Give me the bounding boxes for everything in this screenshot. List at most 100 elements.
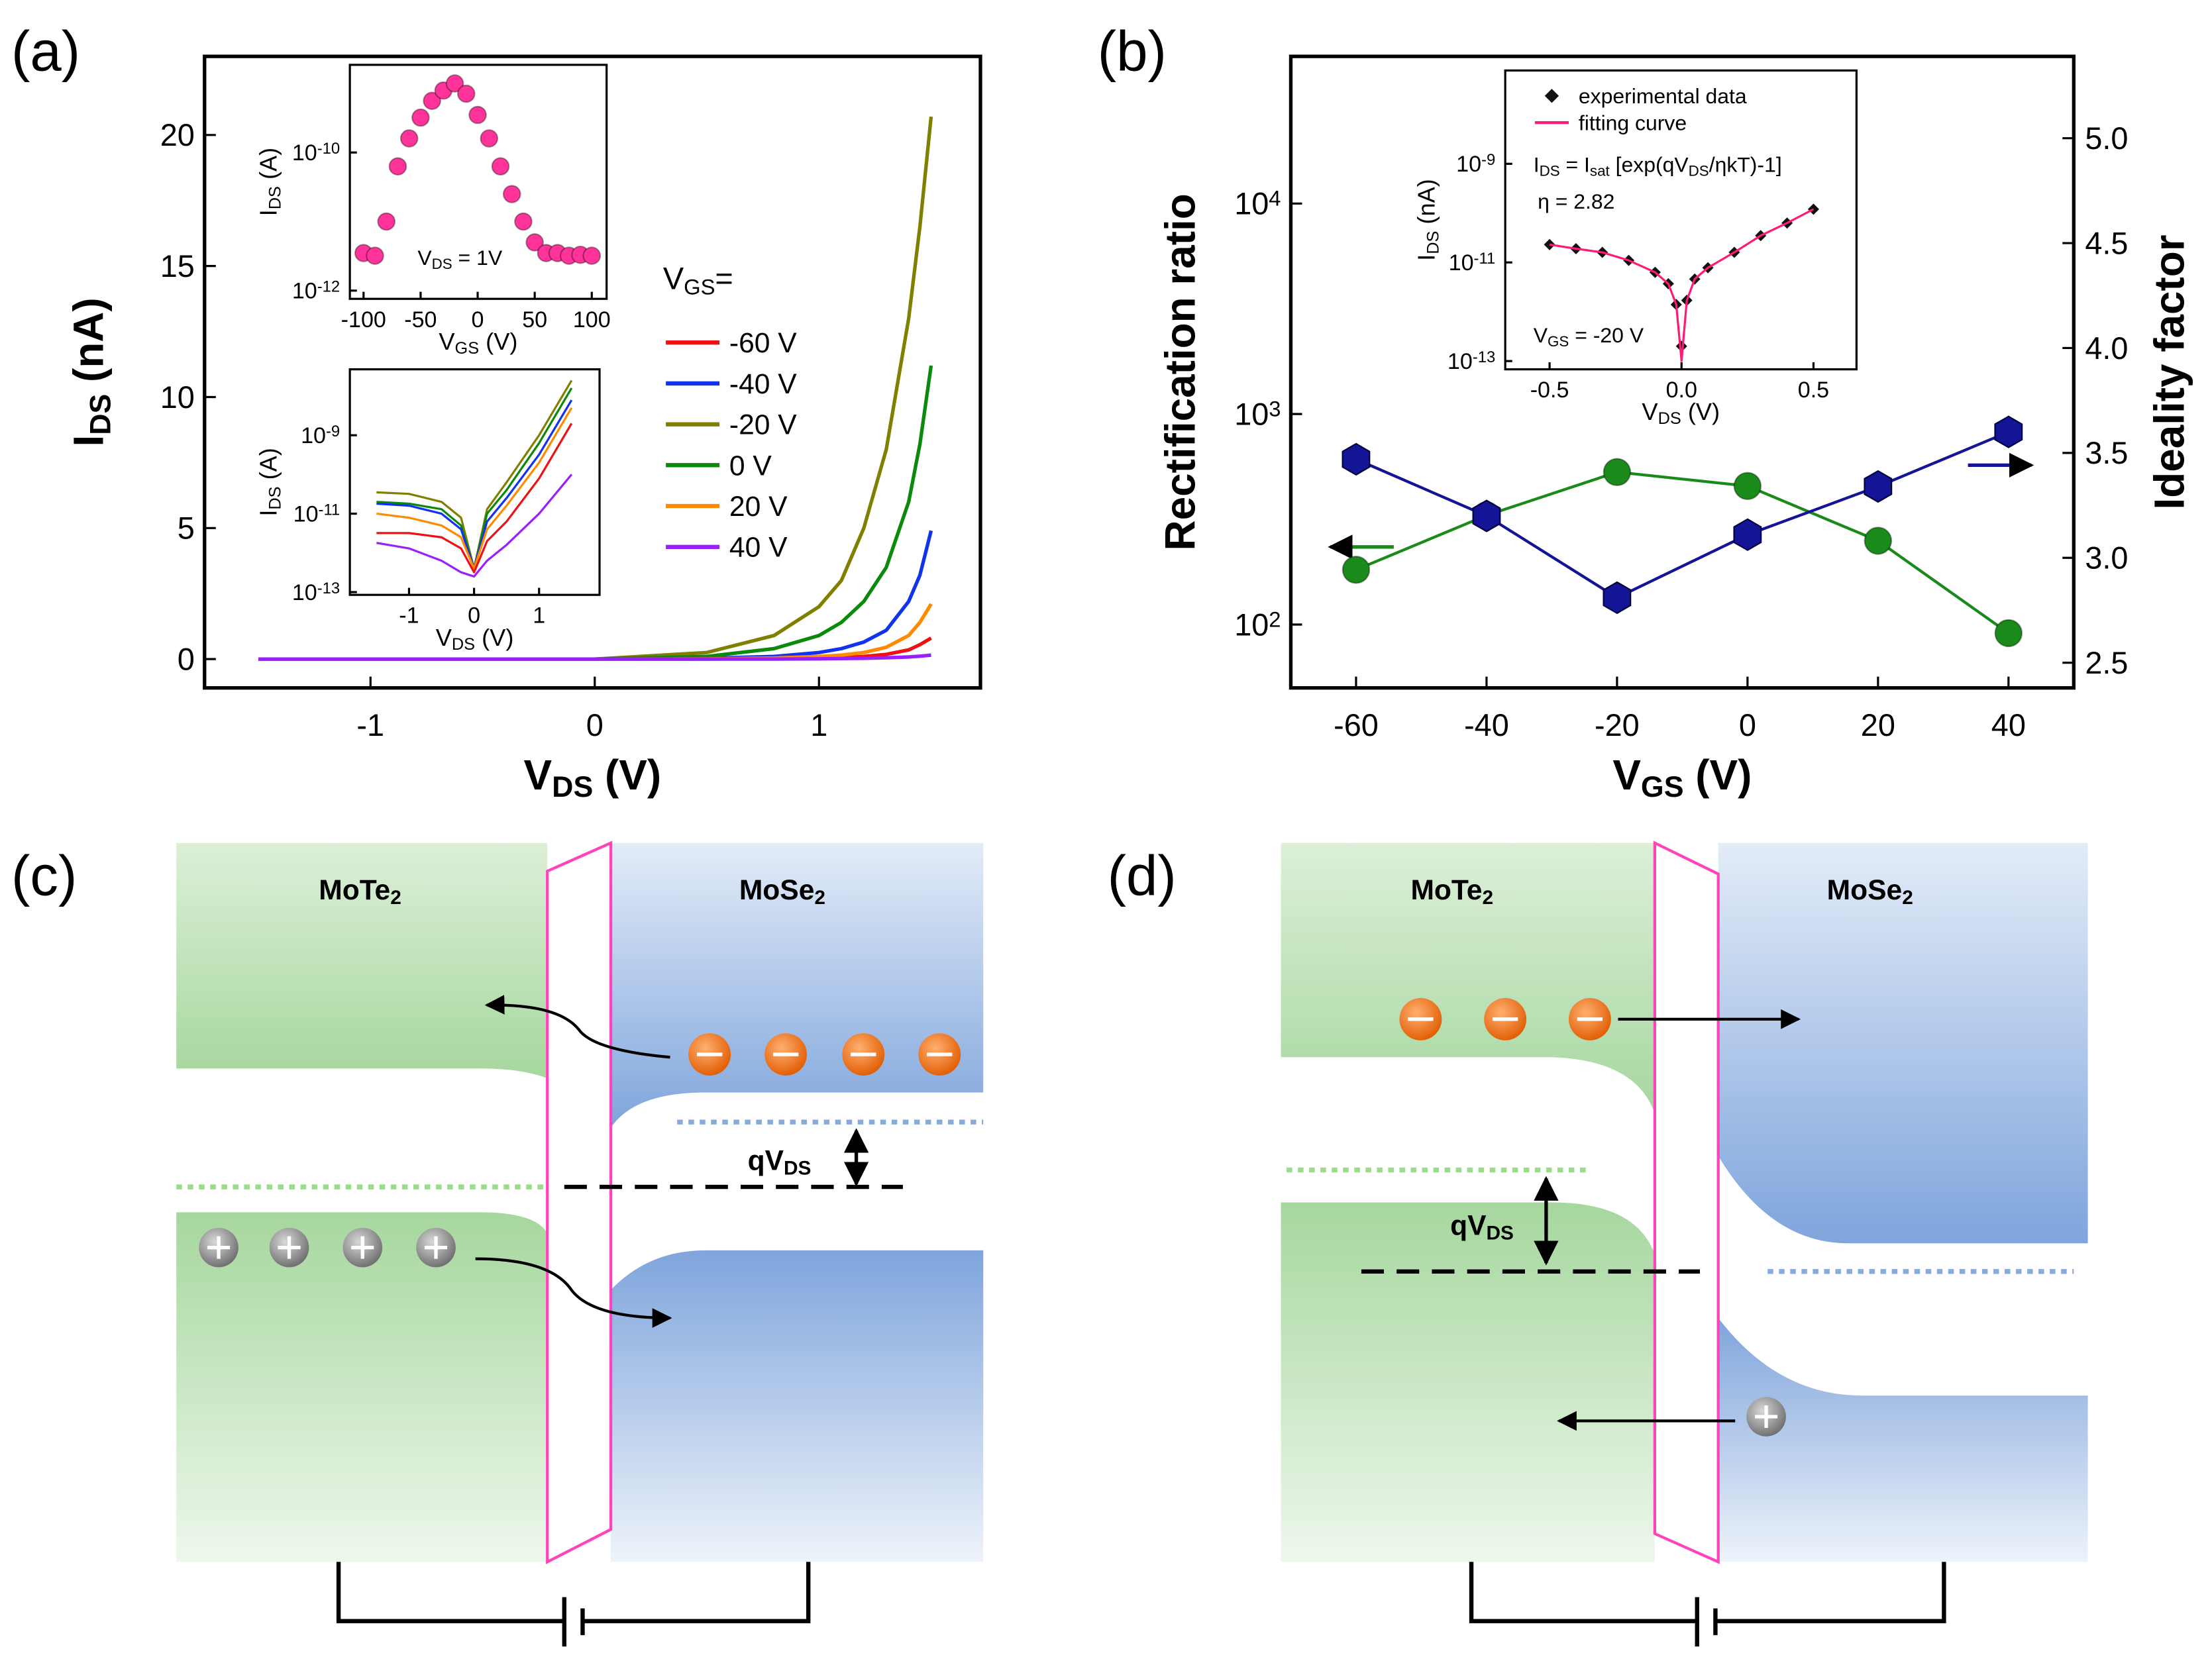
subscript: DS — [85, 394, 117, 435]
series-line — [258, 365, 933, 661]
text-part: MoTe — [319, 874, 390, 906]
marker — [377, 212, 396, 231]
text-part: MoSe — [1827, 874, 1903, 906]
x-tick-label: 0 — [586, 708, 604, 742]
superscript: -11 — [1474, 250, 1496, 268]
x-tick-label: 0 — [472, 307, 484, 332]
x-tick-label: 0 — [1739, 708, 1756, 742]
bias-label: qVDS — [748, 1145, 812, 1180]
text-part: 10 — [293, 502, 319, 527]
text-part: MoSe — [739, 874, 815, 906]
panel-label: (b) — [1098, 20, 1167, 83]
marker — [399, 129, 419, 148]
subscript: DS — [1689, 162, 1709, 179]
y-axis-label: Rectification ratio — [1157, 193, 1204, 550]
subscript: 2 — [814, 887, 825, 909]
text-part: 10 — [1448, 349, 1473, 374]
text-part: 10 — [292, 279, 317, 304]
panel-label: (c) — [11, 845, 77, 908]
series-line — [1355, 430, 2009, 599]
material-label: MoTe2 — [319, 874, 401, 909]
legend-label: experimental data — [1579, 84, 1747, 108]
x-tick-label: 40 — [1991, 708, 2026, 742]
y-tick-label: 15 — [160, 249, 195, 283]
panel-label: (a) — [11, 20, 80, 83]
text-part: 10 — [1234, 187, 1269, 221]
superscript: 2 — [1269, 607, 1281, 631]
marker — [1733, 518, 1762, 551]
text-part: I — [254, 510, 282, 517]
superscript: -13 — [1473, 348, 1495, 366]
x-tick-label: 1 — [810, 708, 827, 742]
legend-label: -40 V — [729, 368, 797, 400]
marker — [1864, 527, 1893, 555]
text-part: 10 — [1449, 250, 1474, 276]
x-tick-label: 0 — [468, 603, 480, 629]
legend-label: 0 V — [729, 450, 772, 481]
y-axis-label: IDS (nA) — [1413, 179, 1443, 261]
text-part: V — [1534, 323, 1548, 347]
text-part: 10 — [292, 580, 317, 605]
carrier-arrow — [484, 995, 670, 1059]
text-part: V — [663, 261, 684, 295]
text-part: 10 — [301, 423, 326, 448]
y-axis-label: IDS (A) — [254, 148, 284, 217]
y2-tick-label: 5.0 — [2085, 121, 2128, 156]
band — [176, 842, 548, 1079]
text-part: 10 — [1234, 607, 1269, 642]
marker — [388, 157, 407, 176]
electrons — [688, 1033, 961, 1076]
subscript: DS — [432, 256, 452, 272]
subscript: 2 — [1482, 887, 1493, 909]
x-tick-label: -50 — [404, 307, 437, 332]
text-part: (V) — [593, 751, 661, 799]
text-part: (A) — [254, 148, 282, 186]
subscript: DS — [1486, 1223, 1513, 1244]
y-tick-label: 0 — [178, 642, 195, 677]
y2-axis-label: Ideality factor — [2145, 234, 2193, 509]
marker — [1994, 619, 2023, 648]
marker — [423, 91, 441, 111]
text-part: 10 — [292, 140, 317, 166]
y-axis-label: IDS (nA) — [64, 297, 117, 446]
marker — [582, 246, 602, 265]
x-tick-label: -100 — [341, 307, 386, 332]
series-line — [258, 116, 933, 661]
series-line — [376, 423, 573, 574]
y2-tick-label: 3.0 — [2085, 541, 2128, 576]
text-part: qV — [748, 1145, 784, 1177]
subscript: GS — [684, 275, 715, 299]
subscript: DS — [552, 771, 593, 803]
legend-label: 40 V — [729, 532, 788, 564]
y-tick-label: 20 — [160, 118, 195, 152]
text-part: = I — [1560, 153, 1590, 177]
y-tick-label: 5 — [178, 511, 195, 546]
x-tick-label: 0.5 — [1798, 378, 1829, 403]
text-part: I — [1534, 153, 1540, 177]
marker — [1733, 472, 1762, 501]
text-part: = — [715, 261, 733, 295]
band-diagram: qVDS MoTe2 MoSe2 — [176, 840, 984, 1646]
annotation: VGS = -20 V — [1534, 323, 1644, 349]
x-axis-label: VDS (V) — [524, 751, 662, 803]
chart: -60 -40 -20 0 20 401021031042.53.03.54.04.55.… — [1157, 54, 2193, 803]
text-part: V — [1612, 751, 1641, 799]
material-label: MoSe2 — [1827, 874, 1913, 909]
text-part: V — [417, 246, 432, 270]
battery — [562, 1597, 585, 1646]
band — [176, 1212, 548, 1562]
band — [1281, 842, 1655, 1114]
y2-tick-label: 4.0 — [2085, 331, 2128, 366]
text-part: /ηkT)-1] — [1709, 153, 1782, 177]
y-tick-label: 102 — [1234, 607, 1281, 642]
series-line — [1355, 470, 2010, 634]
y-axis-label: IDS (A) — [254, 448, 284, 517]
x-axis-label: VGS (V) — [1612, 751, 1752, 803]
legend-marker — [1544, 89, 1559, 103]
material-label: MoSe2 — [739, 874, 825, 909]
text-part: V — [1642, 398, 1658, 425]
marker — [1603, 458, 1632, 487]
x-axis-label: VGS (V) — [439, 328, 517, 358]
